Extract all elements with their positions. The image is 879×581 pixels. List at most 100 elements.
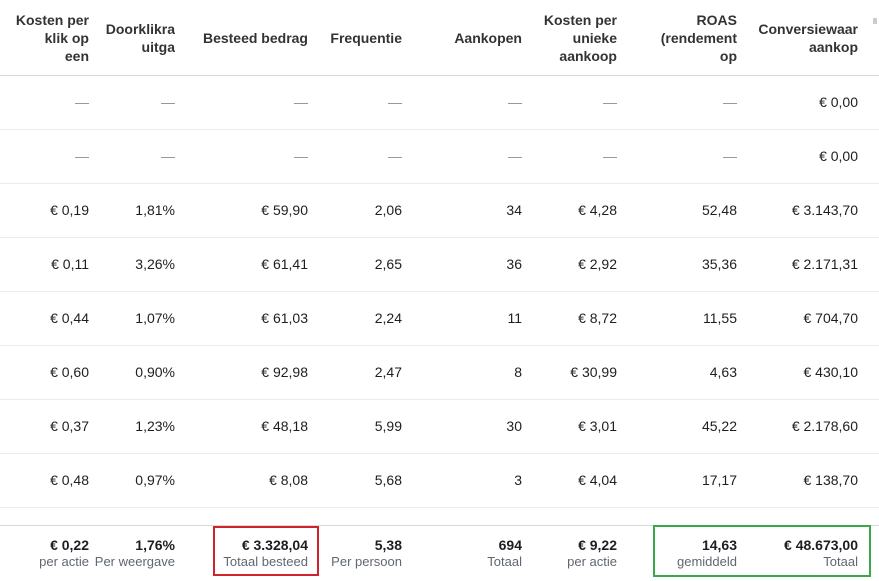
cell-roas: 11,55 (703, 310, 737, 326)
cell-cpc: € 0,11 (51, 256, 89, 272)
cell-cpu: € 4,28 (578, 202, 617, 218)
cell-spend: € 8,08 (269, 472, 308, 488)
column-scroll-indicator[interactable] (873, 18, 877, 24)
total-cpc: € 0,22 per actie (0, 526, 89, 581)
total-value: € 0,22 (50, 537, 89, 553)
cell-spend: € 48,18 (261, 418, 308, 434)
cell-convval: € 2.178,60 (791, 418, 858, 434)
cell-freq: 2,47 (374, 364, 402, 380)
table-row[interactable]: € 0,11 3,26% € 61,41 2,65 36 € 2,92 35,36 € 2.1… (0, 237, 879, 292)
column-header-line: Conversiewaar (758, 21, 858, 37)
column-header-purchases[interactable]: Aankopen (412, 29, 522, 47)
column-header-line: ROAS (696, 12, 737, 28)
cell-spend: — (294, 94, 308, 110)
column-header-line: aankop (808, 39, 858, 55)
cell-roas: — (723, 94, 737, 110)
cell-freq: — (388, 148, 402, 164)
column-header-line: een (64, 48, 89, 64)
table-row[interactable]: € 0,37 1,23% € 48,18 5,99 30 € 3,01 45,22 € 2.1… (0, 399, 879, 454)
cell-freq: 2,06 (374, 202, 402, 218)
table-row[interactable]: € 0,19 1,81% € 59,90 2,06 34 € 4,28 52,48 € 3.1… (0, 183, 879, 238)
cell-roas: 45,22 (701, 418, 737, 434)
cell-freq: 5,99 (374, 418, 402, 434)
cell-ctr: 3,26% (135, 256, 175, 272)
cell-cpc: € 0,19 (50, 202, 89, 218)
column-header-roas[interactable]: ROAS (rendement op (627, 11, 737, 65)
cell-cpc: € 0,44 (50, 310, 89, 326)
total-label: per actie (567, 554, 617, 569)
column-header-line: uitga (141, 39, 175, 55)
cell-freq: 2,65 (374, 256, 402, 272)
cell-cpu: € 4,04 (578, 472, 617, 488)
total-roas: 14,63 gemiddeld (621, 526, 737, 581)
table-row[interactable]: € 0,48 0,97% € 8,08 5,68 3 € 4,04 17,17 € 138,7… (0, 453, 879, 508)
cell-spend: € 59,90 (261, 202, 308, 218)
cell-cpu: — (603, 94, 617, 110)
total-label: Per weergave (94, 554, 175, 569)
column-header-line: Doorklikra (105, 21, 175, 37)
total-label: Totaal (487, 554, 522, 569)
total-spend: € 3.328,04 Totaal besteed (179, 526, 308, 581)
cell-ctr: 1,07% (135, 310, 175, 326)
table-row[interactable]: — — — — — — — € 0,00 (0, 75, 879, 130)
cell-purchases: 30 (506, 418, 522, 434)
cell-ctr: — (161, 94, 175, 110)
cell-cpc: — (75, 94, 89, 110)
total-label: Totaal besteed (223, 554, 308, 569)
total-label: per actie (39, 554, 89, 569)
cell-roas: 52,48 (701, 202, 737, 218)
column-header-cpu[interactable]: Kosten per unieke aankoop (532, 11, 617, 65)
cell-roas: 4,63 (709, 364, 737, 380)
cell-convval: € 0,00 (819, 94, 858, 110)
column-header-line: Kosten per (15, 12, 89, 28)
cell-ctr: 0,97% (135, 472, 175, 488)
cell-purchases: 34 (506, 202, 522, 218)
total-ctr: 1,76% Per weergave (89, 526, 175, 581)
cell-purchases: 8 (514, 364, 522, 380)
column-header-convval[interactable]: Conversiewaar aankop (747, 20, 858, 56)
total-value: 1,76% (135, 537, 175, 553)
cell-roas: 17,17 (701, 472, 737, 488)
table-row[interactable]: — — — — — — — € 0,00 (0, 129, 879, 184)
cell-spend: € 61,03 (261, 310, 308, 326)
spend-total-highlight (213, 526, 319, 576)
cell-ctr: 0,90% (135, 364, 175, 380)
column-header-cpc[interactable]: Kosten per klik op een (0, 11, 89, 65)
cell-ctr: 1,81% (135, 202, 175, 218)
cell-freq: 2,24 (374, 310, 402, 326)
total-label: gemiddeld (677, 554, 737, 569)
total-value: 694 (498, 537, 522, 553)
column-header-line: Aankopen (454, 30, 522, 46)
cell-spend: € 61,41 (261, 256, 308, 272)
cell-purchases: 11 (507, 310, 522, 326)
column-header-line: Besteed bedrag (202, 30, 308, 46)
table-header: Kosten per klik op een Doorklikra uitga Beste… (0, 0, 879, 76)
column-header-line: Kosten per (543, 12, 617, 28)
column-header-line: Frequentie (330, 30, 402, 46)
cell-purchases: 36 (506, 256, 522, 272)
cell-freq: 5,68 (374, 472, 402, 488)
total-label: Per persoon (331, 554, 402, 569)
column-header-freq[interactable]: Frequentie (318, 29, 402, 47)
cell-cpu: € 3,01 (578, 418, 617, 434)
cell-purchases: — (508, 148, 522, 164)
total-cpu: € 9,22 per actie (526, 526, 617, 581)
cell-convval: € 704,70 (803, 310, 859, 326)
column-header-line: unieke (572, 30, 617, 46)
cell-convval: € 2.171,31 (791, 256, 858, 272)
column-header-spend[interactable]: Besteed bedrag (185, 29, 308, 47)
cell-cpu: € 30,99 (570, 364, 617, 380)
total-value: 14,63 (701, 537, 737, 553)
cell-ctr: — (161, 148, 175, 164)
column-header-ctr[interactable]: Doorklikra uitga (95, 20, 175, 56)
column-header-line: op (719, 48, 737, 64)
cell-purchases: 3 (514, 472, 522, 488)
column-header-line: (rendement (660, 30, 737, 46)
table-row[interactable]: € 0,44 1,07% € 61,03 2,24 11 € 8,72 11,55 € 704… (0, 291, 879, 346)
table-row[interactable]: € 0,60 0,90% € 92,98 2,47 8 € 30,99 4,63 € 430,… (0, 345, 879, 400)
cell-purchases: — (508, 94, 522, 110)
cell-freq: — (388, 94, 402, 110)
totals-row: € 0,22 per actie 1,76% Per weergave € 3.328,… (0, 525, 879, 581)
column-header-line: aankoop (559, 48, 617, 64)
